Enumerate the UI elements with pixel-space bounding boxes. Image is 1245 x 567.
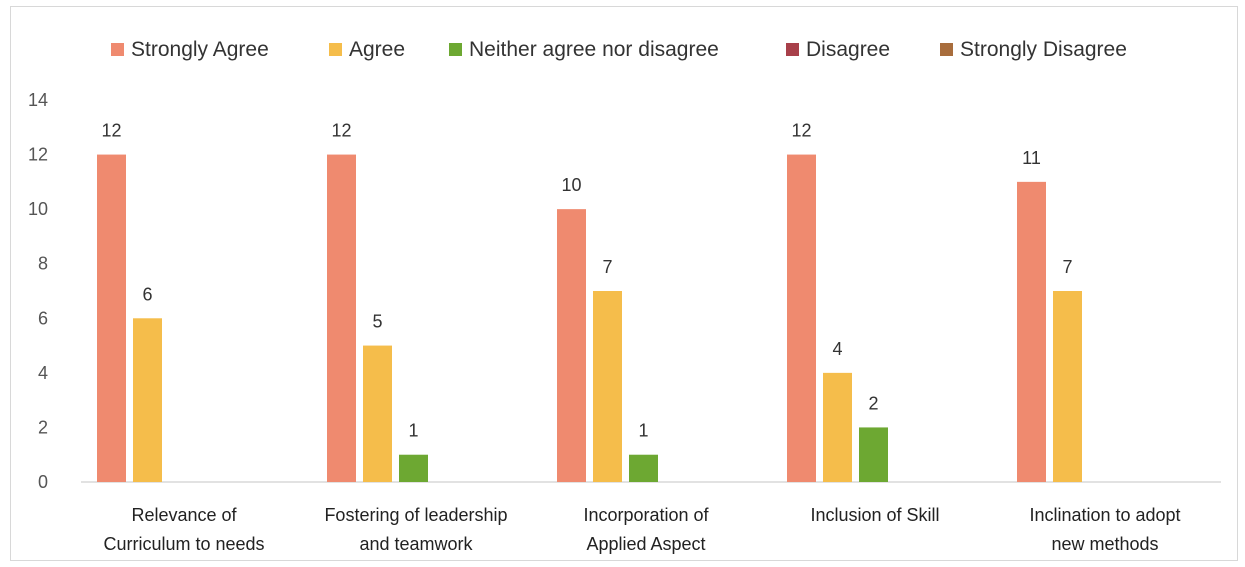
- x-category-label: Fostering of leadership: [324, 505, 507, 525]
- y-tick-label: 10: [28, 199, 48, 219]
- legend-swatch-neither-agree-nor-disagree: [449, 43, 462, 56]
- data-label: 12: [791, 121, 811, 141]
- bars: [97, 154, 1082, 483]
- data-label: 7: [1062, 257, 1072, 277]
- data-label: 6: [142, 284, 152, 304]
- x-category-label: Curriculum to needs: [103, 534, 264, 554]
- bar-strongly-agree: [327, 154, 356, 483]
- data-label: 5: [372, 312, 382, 332]
- bar-agree: [593, 291, 622, 482]
- data-label: 11: [1022, 148, 1041, 168]
- legend-swatch-strongly-agree: [111, 43, 124, 56]
- legend-label-neither-agree-nor-disagree: Neither agree nor disagree: [469, 38, 719, 61]
- legend-label-agree: Agree: [349, 38, 405, 61]
- y-tick-label: 12: [28, 145, 48, 165]
- legend-swatch-strongly-disagree: [940, 43, 953, 56]
- x-category-label: and teamwork: [359, 534, 473, 554]
- x-category-label: Incorporation of: [583, 505, 709, 525]
- y-tick-label: 14: [28, 90, 48, 110]
- bar-agree: [133, 318, 162, 482]
- bar-chart: Strongly Agree Agree Neither agree nor dis…: [28, 38, 1221, 554]
- data-label: 12: [331, 121, 351, 141]
- chart-frame: Strongly Agree Agree Neither agree nor dis…: [10, 6, 1238, 561]
- data-label: 4: [832, 339, 842, 359]
- bar-strongly-agree: [787, 154, 816, 483]
- bar-agree: [823, 372, 852, 482]
- x-axis: Relevance of Curriculum to needs Fostering…: [103, 505, 1180, 554]
- bar-agree: [1053, 291, 1082, 482]
- y-tick-label: 4: [38, 363, 48, 383]
- y-axis: 0 2 4 6 8 10 12 14: [28, 90, 48, 492]
- data-label: 1: [638, 421, 648, 441]
- x-category-label: new methods: [1051, 534, 1158, 554]
- bar-agree: [363, 345, 392, 482]
- data-label: 2: [868, 393, 878, 413]
- y-tick-label: 8: [38, 254, 48, 274]
- data-label: 10: [561, 175, 581, 195]
- y-tick-label: 2: [38, 417, 48, 437]
- legend-swatch-disagree: [786, 43, 799, 56]
- legend-label-strongly-disagree: Strongly Disagree: [960, 38, 1127, 61]
- value-labels: 12 6 12 5 1 10 7 1 12 4 2 11 7: [101, 121, 1072, 441]
- legend-label-disagree: Disagree: [806, 38, 890, 61]
- legend-label-strongly-agree: Strongly Agree: [131, 38, 269, 61]
- x-category-label: Relevance of: [131, 505, 237, 525]
- bar-strongly-agree: [97, 154, 126, 483]
- y-tick-label: 0: [38, 472, 48, 492]
- x-category-label: Inclusion of Skill: [810, 505, 939, 525]
- x-category-label: Applied Aspect: [586, 534, 705, 554]
- x-category-label: Inclination to adopt: [1029, 505, 1180, 525]
- bar-neither-agree-nor-disagree: [399, 454, 428, 482]
- data-label: 1: [408, 421, 418, 441]
- data-label: 12: [101, 121, 121, 141]
- bar-neither-agree-nor-disagree: [859, 427, 888, 482]
- bar-strongly-agree: [1017, 181, 1046, 482]
- bar-neither-agree-nor-disagree: [629, 454, 658, 482]
- legend-swatch-agree: [329, 43, 342, 56]
- legend: Strongly Agree Agree Neither agree nor dis…: [111, 38, 1127, 61]
- data-label: 7: [602, 257, 612, 277]
- y-tick-label: 6: [38, 308, 48, 328]
- bar-strongly-agree: [557, 209, 586, 482]
